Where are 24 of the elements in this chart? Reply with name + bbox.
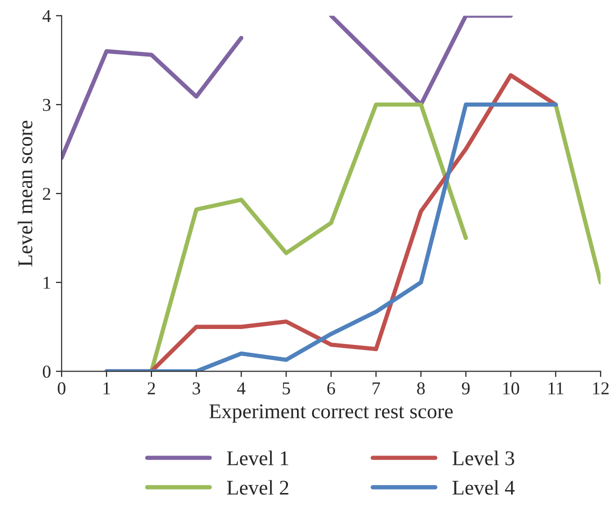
legend-label: Level 4: [452, 480, 515, 495]
x-tick-label: 12: [593, 382, 609, 394]
x-axis-title: Experiment correct rest score: [209, 404, 453, 423]
x-tick-label: 1: [104, 382, 110, 394]
x-tick-label: 2: [148, 382, 155, 394]
y-tick-label: 2: [42, 188, 50, 200]
x-tick-label: 4: [237, 382, 246, 394]
y-tick-label: 3: [43, 98, 50, 112]
y-axis-title: Level mean score: [18, 120, 32, 266]
legend-label: Level 1: [226, 450, 288, 466]
legend-label: Level 3: [452, 450, 514, 466]
legend-label: Level 2: [226, 480, 288, 495]
y-tick-label: 1: [44, 276, 50, 289]
x-tick-label: 11: [548, 382, 564, 394]
x-tick-label: 7: [372, 382, 380, 394]
x-tick-label: 5: [282, 382, 290, 394]
x-tick-label: 10: [503, 382, 520, 394]
x-tick-label: 8: [417, 382, 425, 394]
y-tick-label: 4: [42, 10, 51, 22]
y-tick-label: 0: [42, 366, 50, 378]
x-tick-label: 3: [192, 382, 200, 394]
x-tick-label: 9: [462, 382, 470, 394]
x-tick-label: 6: [327, 382, 336, 394]
x-tick-label: 0: [58, 382, 66, 394]
